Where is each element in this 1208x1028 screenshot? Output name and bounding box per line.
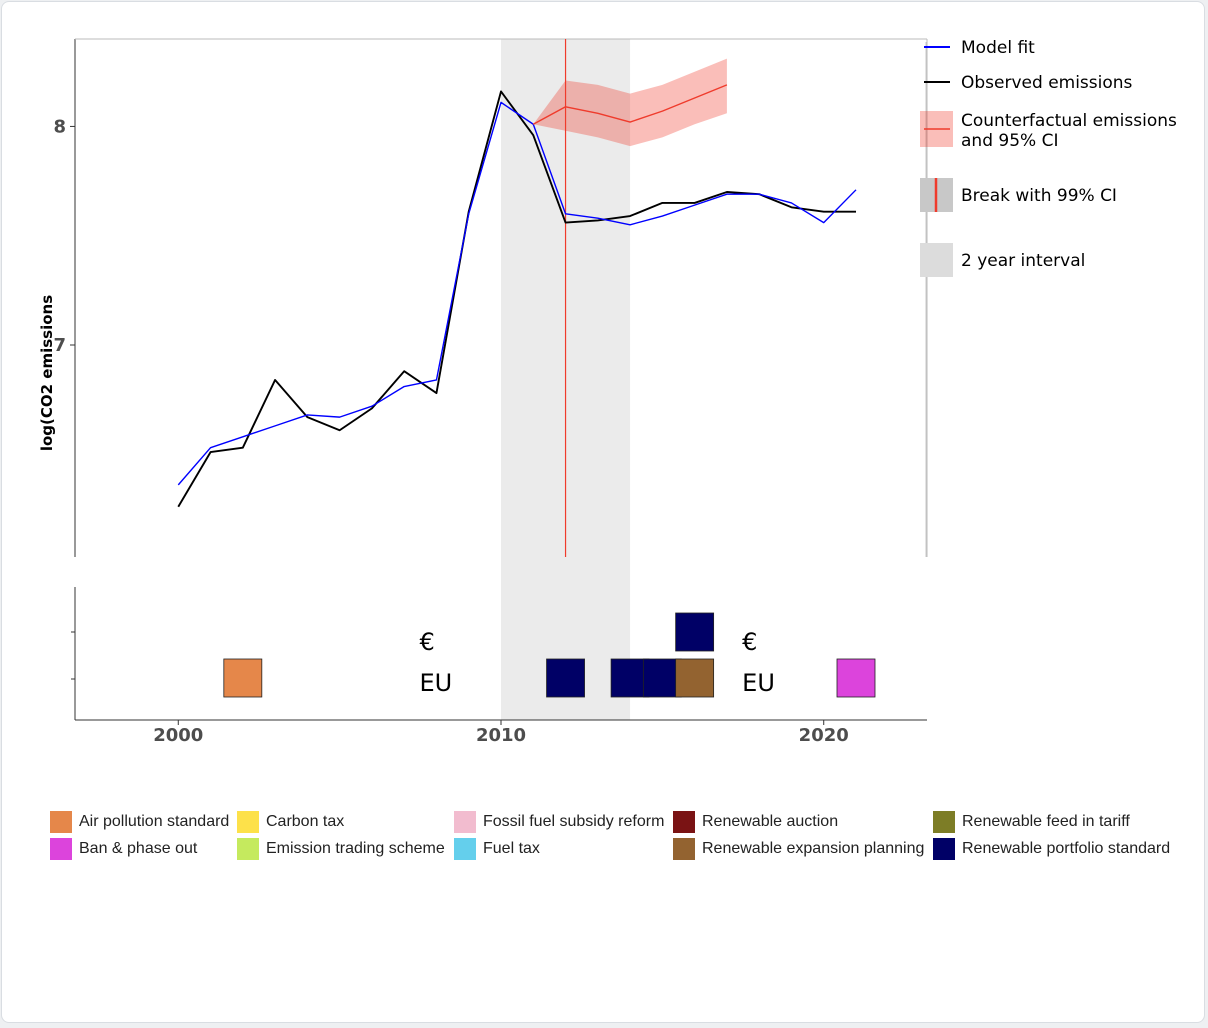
policy-legend-item: Fuel tax [454,837,540,861]
policy-legend-item: Carbon tax [237,810,344,834]
policy-text-marker: € [419,628,434,656]
policy-legend-swatch [673,811,695,833]
policy-legend-swatch [50,838,72,860]
policy-legend-label: Emission trading scheme [266,840,445,858]
policy-legend-swatch [237,811,259,833]
y-tick-label: 8 [53,116,66,137]
policy-legend-label: Ban & phase out [79,840,197,858]
policy-legend-swatch [50,811,72,833]
policy-legend-label: Carbon tax [266,813,344,831]
policy-legend-item: Emission trading scheme [237,837,445,861]
policy-marker [837,659,875,697]
legend-label-observed: Observed emissions [961,73,1133,93]
legend-label-counterfactual-ci: and 95% CI [961,131,1058,151]
policy-marker [547,659,585,697]
legend-label-counterfactual: Counterfactual emissions [961,111,1177,131]
policy-legend-swatch [454,811,476,833]
policy-legend-label: Fossil fuel subsidy reform [483,813,664,831]
x-tick-label: 2020 [799,725,849,746]
policy-legend-swatch [237,838,259,860]
policy-type-legend: Air pollution standard Ban & phase out Car… [50,810,1190,870]
legend-label-model: Model fit [961,38,1035,58]
policy-legend-item: Renewable portfolio standard [933,837,1170,861]
x-tick-label: 2010 [476,725,526,746]
policy-legend-label: Renewable portfolio standard [962,840,1170,858]
policy-legend-item: Renewable auction [673,810,838,834]
policy-legend-item: Ban & phase out [50,837,197,861]
policy-legend-label: Renewable expansion planning [702,840,924,858]
policy-text-marker: EU [742,669,775,697]
legend-key-interval [920,243,953,277]
legend-label-break: Break with 99% CI [961,186,1117,206]
policy-legend-item: Renewable expansion planning [673,837,924,861]
policy-legend-swatch [454,838,476,860]
policy-marker [224,659,262,697]
policy-legend-label: Air pollution standard [79,813,229,831]
policy-legend-label: Renewable feed in tariff [962,813,1130,831]
policy-legend-swatch [673,838,695,860]
policy-text-marker: EU [419,669,452,697]
policy-legend-item: Air pollution standard [50,810,229,834]
y-axis-label: log(CO2 emissions [38,295,56,451]
policy-legend-label: Renewable auction [702,813,838,831]
policy-text-marker: € [742,628,757,656]
policy-legend-label: Fuel tax [483,840,540,858]
policy-legend-swatch [933,811,955,833]
x-tick-label: 2000 [153,725,203,746]
policy-legend-swatch [933,838,955,860]
policy-marker [676,613,714,651]
policy-legend-item: Fossil fuel subsidy reform [454,810,664,834]
policy-marker [676,659,714,697]
legend-label-interval: 2 year interval [961,251,1085,271]
policy-legend-item: Renewable feed in tariff [933,810,1130,834]
